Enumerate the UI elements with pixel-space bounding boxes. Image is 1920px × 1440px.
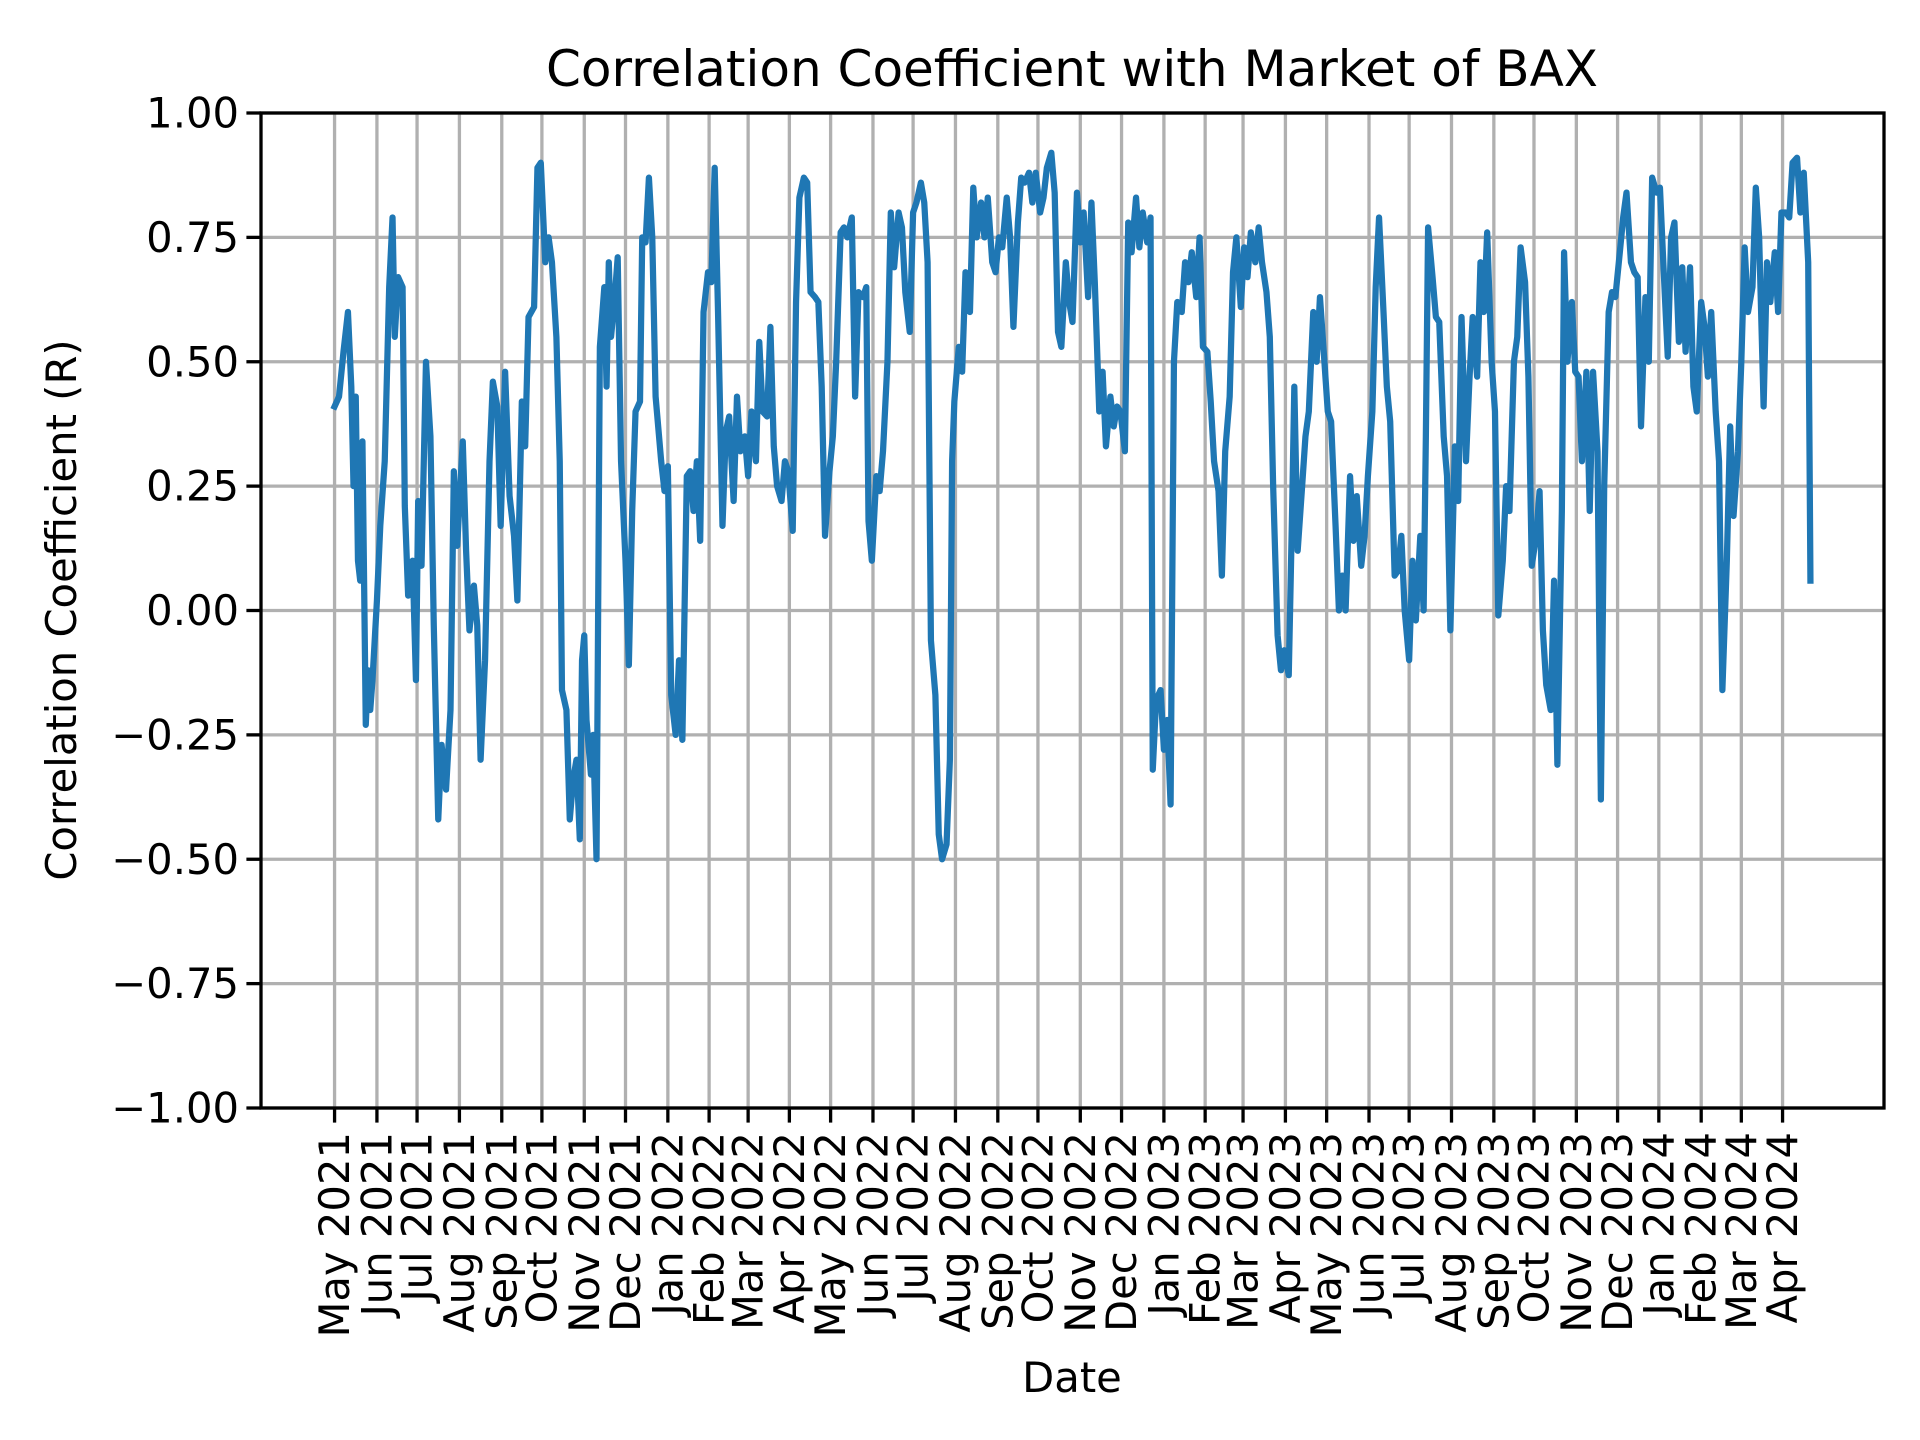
x-tick-label: Feb 2022 — [685, 1132, 734, 1325]
x-tick-label: Oct 2023 — [1509, 1132, 1558, 1323]
x-tick-label: May 2021 — [310, 1132, 359, 1338]
x-tick-label: Mar 2022 — [724, 1132, 773, 1330]
x-tick-label: Apr 2023 — [1261, 1132, 1310, 1323]
x-tick-label: Jul 2023 — [1385, 1132, 1434, 1305]
x-tick-label: Mar 2024 — [1717, 1132, 1766, 1330]
x-tick-label: Feb 2023 — [1181, 1132, 1230, 1325]
x-tick-label: Jan 2023 — [1139, 1132, 1188, 1319]
x-tick-label: Apr 2024 — [1758, 1132, 1807, 1323]
data-line — [330, 149, 1814, 863]
x-tick-label: Feb 2024 — [1677, 1132, 1726, 1325]
x-tick-label: May 2023 — [1302, 1132, 1351, 1338]
x-tick-label: Aug 2022 — [931, 1132, 980, 1333]
x-tick-label: Dec 2023 — [1593, 1132, 1642, 1332]
x-tick-label: Aug 2021 — [435, 1132, 484, 1333]
x-tick-label: Mar 2023 — [1219, 1132, 1268, 1330]
x-tick-label: Aug 2023 — [1427, 1132, 1476, 1333]
x-tick-label: Apr 2022 — [765, 1132, 814, 1323]
x-tick-label: Jul 2022 — [889, 1132, 938, 1305]
x-tick-label: May 2022 — [806, 1132, 855, 1338]
x-tick-label: Sep 2022 — [973, 1132, 1022, 1330]
y-tick-label: −0.25 — [111, 710, 239, 759]
x-tick-label: Dec 2021 — [601, 1132, 650, 1332]
x-tick-label: Oct 2022 — [1013, 1132, 1062, 1323]
x-tick-label: Sep 2023 — [1469, 1132, 1518, 1330]
x-tick-label: Jun 2021 — [352, 1132, 401, 1319]
y-tick-label: −0.75 — [111, 959, 239, 1008]
x-tick-label: Nov 2023 — [1552, 1132, 1601, 1333]
y-tick-label: 0.50 — [146, 337, 239, 386]
x-tick-label: Jan 2022 — [643, 1132, 692, 1319]
x-tick-label: Jul 2021 — [393, 1132, 442, 1305]
x-tick-label: Jan 2024 — [1634, 1132, 1683, 1319]
y-tick-label: −0.50 — [111, 835, 239, 884]
y-tick-label: 1.00 — [146, 89, 239, 138]
x-axis-label: Date — [1022, 1353, 1122, 1402]
x-tick-label: Nov 2021 — [560, 1132, 609, 1333]
x-tick-label: Oct 2021 — [517, 1132, 566, 1323]
y-tick-label: 0.25 — [146, 462, 239, 511]
x-tick-label: Dec 2022 — [1097, 1132, 1146, 1332]
plot-frame — [259, 111, 1886, 1110]
y-tick-label: 0.00 — [146, 586, 239, 635]
x-tick-label: Jun 2022 — [848, 1132, 897, 1319]
x-tick-label: Sep 2021 — [477, 1132, 526, 1330]
chart-title: Correlation Coefficient with Market of B… — [546, 40, 1598, 98]
x-tick-label: Jun 2023 — [1345, 1132, 1394, 1319]
x-tick-label: Nov 2022 — [1056, 1132, 1105, 1333]
y-axis-label: Correlation Coefficient (R) — [37, 339, 86, 880]
y-tick-label: 0.75 — [146, 213, 239, 262]
y-tick-label: −1.00 — [111, 1084, 239, 1133]
